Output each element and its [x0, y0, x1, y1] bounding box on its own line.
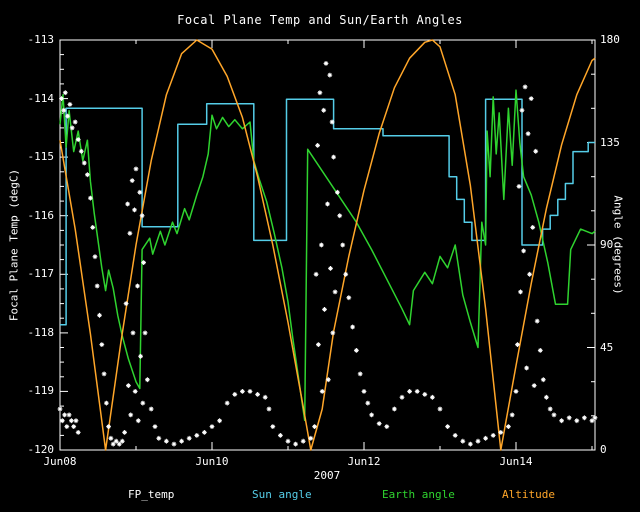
y-right-tick-label: 135	[600, 136, 620, 149]
y-right-tick-label: 90	[600, 238, 614, 251]
right-axis-title: Angle (degrees)	[611, 195, 625, 295]
left-axis-title: Focal Plane Temp (degC)	[7, 168, 21, 322]
x-axis-year-label: 2007	[313, 469, 341, 482]
y-left-tick-label: -118	[27, 326, 55, 339]
y-right-tick-label: 180	[600, 33, 620, 46]
legend-altitude: Altitude	[502, 488, 555, 501]
x-tick-label: Jun08	[43, 455, 77, 468]
y-left-tick-label: -117	[27, 267, 55, 280]
y-left-tick-label: -114	[27, 92, 55, 105]
y-right-tick-label: 0	[600, 443, 607, 456]
y-left-tick-label: -120	[27, 443, 55, 456]
chart-title: Focal Plane Temp and Sun/Earth Angles	[177, 13, 463, 27]
y-left-tick-label: -113	[27, 33, 55, 46]
legend-sun-angle: Sun angle	[252, 488, 312, 501]
y-right-tick-label: 45	[600, 341, 614, 354]
y-left-tick-label: -119	[27, 384, 55, 397]
y-left-tick-label: -116	[27, 209, 55, 222]
legend-fp-temp: FP_temp	[128, 488, 175, 501]
x-tick-label: Jun10	[195, 455, 229, 468]
earth-angle-line	[59, 89, 596, 422]
fp-temp-markers	[57, 61, 598, 447]
sun-angle-line	[60, 98, 595, 326]
x-tick-label: Jun14	[499, 455, 533, 468]
x-tick-label: Jun12	[347, 455, 381, 468]
legend-earth-angle: Earth angle	[382, 488, 455, 501]
y-left-tick-label: -115	[27, 150, 55, 163]
